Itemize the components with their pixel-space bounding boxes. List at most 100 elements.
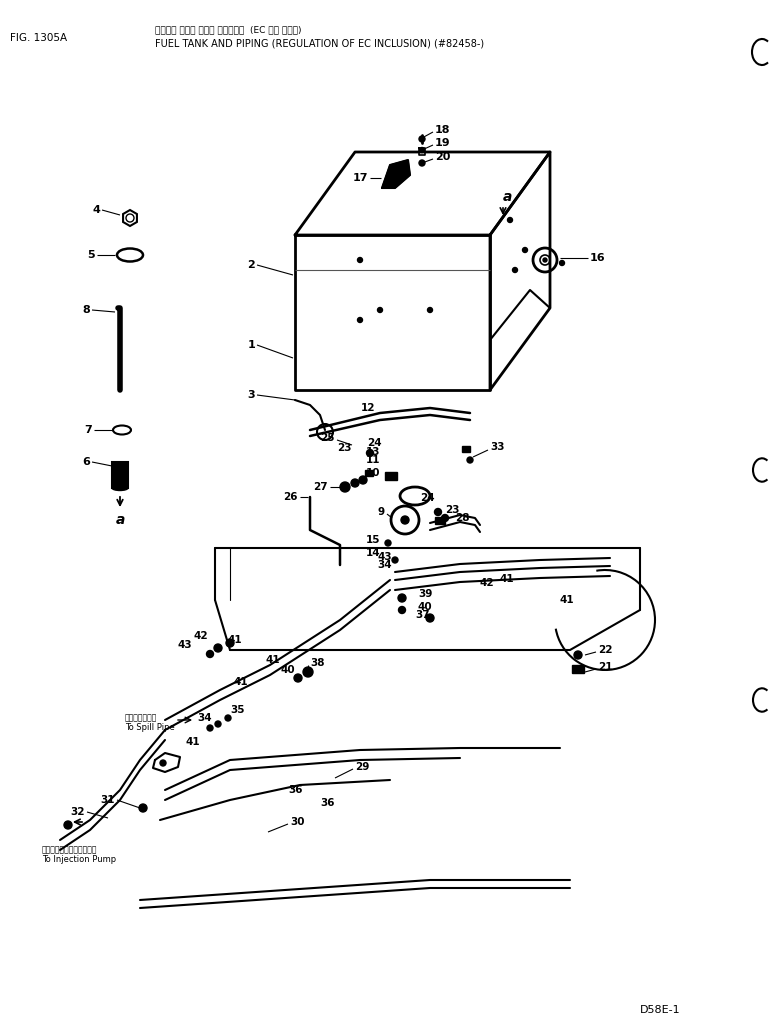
Text: 3: 3 (248, 390, 255, 400)
Text: 23: 23 (337, 443, 352, 453)
Circle shape (426, 614, 434, 622)
Text: 22: 22 (598, 645, 612, 655)
Circle shape (340, 482, 350, 492)
Text: 27: 27 (314, 482, 328, 492)
Text: 36: 36 (288, 785, 303, 795)
Text: スピルパイプへ: スピルパイプへ (125, 713, 158, 723)
Text: a: a (503, 190, 513, 204)
Text: 13: 13 (365, 447, 380, 457)
FancyBboxPatch shape (385, 472, 397, 480)
Circle shape (139, 804, 147, 812)
Text: To Spill Pipe: To Spill Pipe (125, 724, 175, 733)
Text: 16: 16 (590, 253, 605, 263)
FancyBboxPatch shape (365, 470, 373, 476)
Circle shape (398, 607, 405, 614)
Text: 1: 1 (247, 340, 255, 350)
Text: a: a (115, 513, 125, 527)
Circle shape (214, 644, 222, 652)
Circle shape (434, 509, 441, 515)
Text: 15: 15 (365, 535, 380, 545)
Text: 10: 10 (365, 468, 380, 478)
Text: D58E-1: D58E-1 (640, 1005, 681, 1015)
Text: 42: 42 (480, 578, 495, 588)
Circle shape (64, 821, 72, 829)
Text: 23: 23 (445, 505, 459, 515)
FancyBboxPatch shape (462, 446, 470, 452)
Circle shape (294, 674, 302, 682)
Circle shape (359, 476, 367, 484)
Text: 42: 42 (194, 631, 208, 641)
Text: 24: 24 (367, 438, 382, 448)
Text: 5: 5 (87, 250, 95, 260)
Text: 11: 11 (365, 455, 380, 465)
FancyBboxPatch shape (572, 665, 584, 673)
Text: 12: 12 (361, 403, 375, 413)
Text: フェエル タンク および パイピング  (EC 規制 キセイ): フェエル タンク および パイピング (EC 規制 キセイ) (155, 26, 302, 35)
Ellipse shape (112, 485, 128, 490)
Text: FIG. 1305A: FIG. 1305A (10, 33, 67, 43)
Circle shape (419, 136, 425, 142)
Text: 41: 41 (185, 737, 200, 747)
Text: 24: 24 (420, 493, 435, 503)
Text: To Injection Pump: To Injection Pump (42, 855, 116, 865)
Text: 9: 9 (378, 507, 385, 517)
Text: 36: 36 (320, 798, 335, 808)
Text: 34: 34 (198, 713, 212, 723)
Text: 41: 41 (265, 655, 280, 665)
Text: 39: 39 (418, 589, 432, 599)
Text: 41: 41 (228, 635, 242, 645)
Circle shape (366, 449, 373, 456)
Text: 43: 43 (377, 552, 392, 562)
Text: 31: 31 (100, 795, 115, 805)
Text: 6: 6 (82, 457, 90, 467)
Circle shape (560, 260, 564, 265)
Circle shape (401, 516, 409, 524)
Circle shape (206, 651, 213, 658)
Text: 40: 40 (281, 665, 295, 675)
Text: 34: 34 (377, 560, 392, 570)
Circle shape (427, 307, 433, 313)
Text: 30: 30 (290, 817, 304, 827)
Circle shape (225, 715, 231, 721)
Circle shape (207, 725, 213, 731)
Text: 37: 37 (416, 610, 430, 620)
Text: 41: 41 (560, 595, 575, 605)
Text: 21: 21 (598, 662, 612, 672)
Circle shape (441, 514, 448, 521)
Text: 32: 32 (71, 807, 85, 817)
Circle shape (358, 257, 362, 262)
Circle shape (392, 557, 398, 563)
FancyBboxPatch shape (435, 517, 445, 524)
Circle shape (467, 457, 473, 463)
Circle shape (160, 760, 166, 766)
Text: 40: 40 (418, 602, 433, 612)
Circle shape (226, 639, 234, 647)
Text: 41: 41 (234, 677, 248, 687)
Text: 20: 20 (435, 152, 450, 162)
Text: 18: 18 (435, 125, 451, 135)
Polygon shape (382, 160, 410, 188)
Text: 33: 33 (490, 442, 504, 452)
Circle shape (351, 479, 359, 487)
Circle shape (303, 667, 313, 677)
Text: 28: 28 (455, 513, 470, 523)
Text: 43: 43 (177, 640, 192, 650)
Circle shape (419, 147, 424, 152)
Circle shape (507, 218, 513, 222)
Circle shape (385, 540, 391, 546)
Text: 7: 7 (84, 425, 92, 435)
Text: 19: 19 (435, 138, 451, 148)
FancyBboxPatch shape (112, 462, 128, 488)
Circle shape (522, 248, 528, 253)
Text: FUEL TANK AND PIPING (REGULATION OF EC INCLUSION) (#82458-): FUEL TANK AND PIPING (REGULATION OF EC I… (155, 38, 485, 48)
Circle shape (513, 267, 517, 272)
Text: 41: 41 (500, 574, 514, 584)
Text: 2: 2 (247, 260, 255, 270)
Text: 4: 4 (93, 205, 100, 215)
Circle shape (398, 594, 406, 602)
Circle shape (419, 160, 425, 166)
Text: 38: 38 (310, 658, 325, 668)
Text: インジェクションポンプへ: インジェクションポンプへ (42, 845, 97, 854)
Circle shape (574, 651, 582, 659)
Circle shape (215, 721, 221, 727)
